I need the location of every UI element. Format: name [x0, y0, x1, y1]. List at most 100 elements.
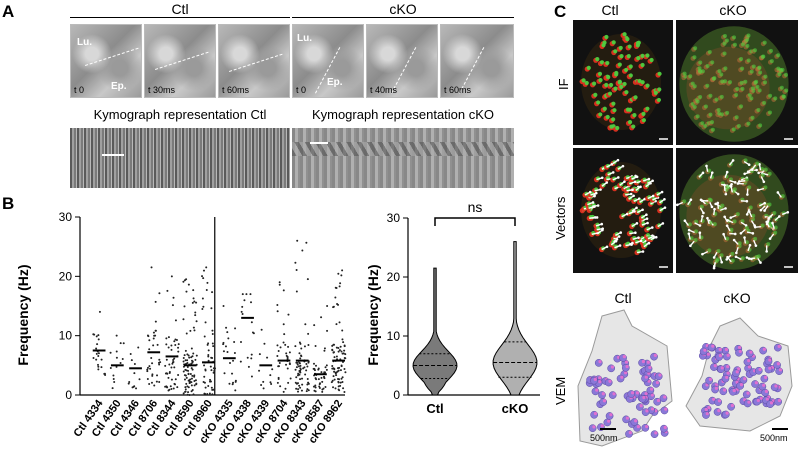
- basal-body-green: [624, 67, 629, 73]
- basal-body-green: [705, 83, 710, 88]
- basal-body-sphere: [641, 423, 650, 432]
- data-point: [338, 366, 341, 369]
- data-point: [340, 377, 343, 380]
- vector-head: [645, 217, 649, 220]
- data-point: [276, 355, 279, 358]
- basal-body-highlight: [768, 366, 772, 370]
- basal-body-green: [712, 222, 717, 227]
- vector-head: [621, 164, 625, 168]
- data-point: [175, 338, 178, 341]
- basal-body-green: [619, 84, 624, 89]
- kymograph-ctl: [70, 128, 290, 188]
- scale-bar: [102, 154, 124, 156]
- data-point: [320, 371, 323, 374]
- basal-body-green: [627, 44, 632, 49]
- data-point: [154, 329, 157, 332]
- basal-body-green: [697, 68, 702, 73]
- vem-cko-render: [685, 317, 793, 432]
- data-point: [146, 368, 149, 371]
- basal-body-green: [597, 71, 603, 76]
- data-point: [194, 314, 197, 317]
- basal-body-sphere: [627, 390, 636, 398]
- basal-body-highlight: [595, 388, 599, 392]
- vector-head: [654, 235, 658, 239]
- data-point: [323, 349, 326, 352]
- basal-body-sphere: [736, 382, 744, 390]
- data-point: [152, 331, 155, 334]
- data-point: [301, 249, 304, 252]
- data-point: [170, 344, 173, 347]
- vem-cko-header: cKO: [723, 290, 751, 306]
- basal-body-green: [719, 253, 724, 258]
- data-point: [301, 377, 304, 380]
- basal-body-green: [768, 48, 773, 53]
- basal-body-green: [692, 84, 697, 89]
- data-point: [298, 373, 301, 376]
- vector-head: [725, 224, 729, 227]
- data-point: [165, 343, 168, 346]
- vector-head: [599, 188, 602, 191]
- basal-body-green: [682, 199, 687, 204]
- basal-body-green: [625, 36, 630, 42]
- basal-body-highlight: [778, 368, 783, 372]
- basal-body-sphere: [702, 411, 710, 419]
- data-point: [325, 368, 328, 371]
- basal-body-green: [695, 114, 700, 119]
- data-point: [332, 375, 335, 378]
- kymo-ctl-title: Kymograph representation Ctl: [93, 107, 267, 122]
- data-point: [285, 352, 288, 355]
- vector-head: [596, 204, 600, 207]
- vector-head: [750, 168, 754, 171]
- basal-body-green: [605, 60, 610, 66]
- basal-body-green: [763, 74, 768, 79]
- data-point: [190, 367, 193, 370]
- y-tick-label: 10: [387, 329, 401, 343]
- vector-head: [593, 216, 597, 219]
- panel-a-ctl-header: Ctl: [171, 1, 189, 17]
- data-point: [170, 388, 173, 391]
- data-point: [194, 311, 197, 314]
- data-point: [189, 372, 192, 375]
- basal-body-green: [758, 70, 763, 75]
- basal-body-highlight: [726, 371, 730, 375]
- data-point: [336, 302, 339, 305]
- data-point: [194, 379, 197, 382]
- basal-body-green: [748, 205, 753, 210]
- data-point: [195, 354, 198, 357]
- basal-body-highlight: [758, 367, 762, 372]
- data-point: [284, 343, 287, 346]
- data-point: [277, 378, 280, 381]
- vector-head: [706, 216, 709, 220]
- data-point: [223, 372, 226, 375]
- basal-body-highlight: [644, 375, 648, 379]
- vector-head: [738, 180, 741, 183]
- basal-body-green: [783, 72, 788, 77]
- vector-head: [650, 226, 654, 229]
- data-point: [182, 318, 185, 321]
- basal-body-green: [625, 107, 631, 112]
- basal-body-green: [716, 107, 721, 112]
- data-point: [234, 327, 237, 330]
- vector-head: [765, 222, 769, 226]
- basal-body-green: [736, 123, 741, 128]
- data-point: [344, 353, 347, 356]
- data-point: [334, 372, 337, 375]
- data-point: [176, 386, 179, 389]
- vectors-ctl-image: [573, 148, 673, 273]
- basal-body-green: [615, 125, 620, 131]
- data-point: [250, 375, 253, 378]
- data-point: [186, 385, 189, 388]
- basal-body-green: [593, 92, 598, 97]
- data-point: [187, 386, 190, 389]
- basal-body-highlight: [622, 355, 626, 359]
- basal-body-green: [723, 66, 728, 71]
- basal-body-highlight: [776, 362, 780, 366]
- data-point: [192, 297, 195, 300]
- vector-head: [637, 197, 641, 201]
- vector-head: [635, 206, 638, 210]
- data-point: [187, 283, 190, 286]
- basal-body-highlight: [655, 380, 660, 385]
- data-point: [295, 268, 298, 271]
- vector-head: [786, 210, 790, 214]
- data-point: [191, 368, 194, 371]
